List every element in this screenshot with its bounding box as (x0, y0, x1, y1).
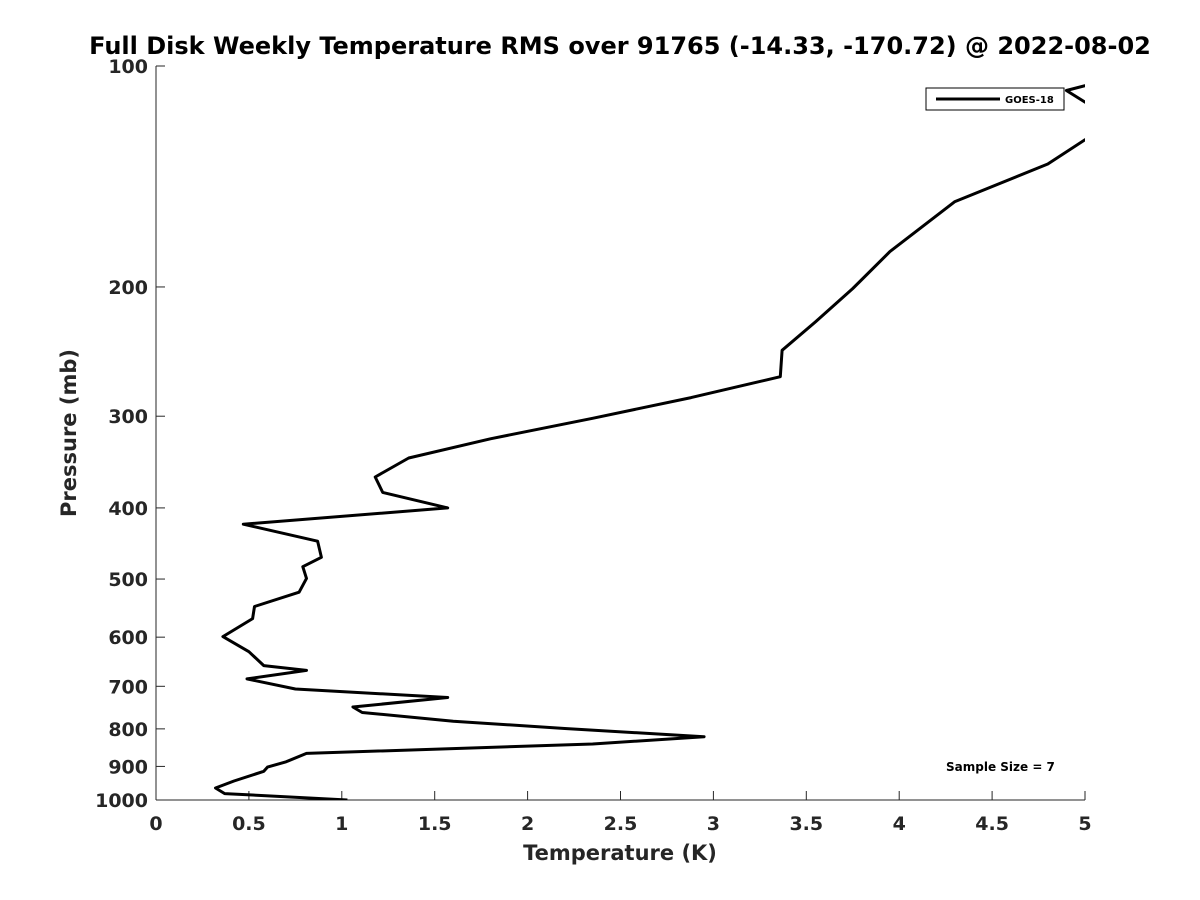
x-tick-label: 2.5 (604, 813, 638, 835)
y-tick-label: 600 (108, 627, 148, 649)
x-axis-label: Temperature (K) (523, 841, 717, 865)
series-line-goes-18 (214, 84, 1085, 800)
sample-size-annotation: Sample Size = 7 (946, 760, 1055, 774)
x-tick-label: 3 (707, 813, 720, 835)
y-tick-label: 200 (108, 277, 148, 299)
legend-label-goes-18: GOES-18 (1005, 95, 1054, 106)
legend: GOES-18 (925, 87, 1065, 111)
y-ticks: 100 200 300 400 500 600 700 800 900 1000 (95, 56, 165, 812)
x-tick-label: 2 (521, 813, 534, 835)
y-tick-label: 100 (108, 56, 148, 78)
y-tick-label: 400 (108, 498, 148, 520)
x-tick-label: 4 (893, 813, 906, 835)
y-tick-label: 900 (108, 756, 148, 778)
x-tick-label: 3.5 (789, 813, 823, 835)
x-tick-label: 0.5 (232, 813, 266, 835)
x-tick-label: 1 (335, 813, 348, 835)
y-tick-label: 800 (108, 719, 148, 741)
x-tick-label: 5 (1078, 813, 1091, 835)
x-tick-label: 0 (149, 813, 162, 835)
y-tick-label: 700 (108, 676, 148, 698)
x-ticks: 0 0.5 1 1.5 2 2.5 3 3.5 4 4.5 5 (149, 791, 1092, 835)
chart-title: Full Disk Weekly Temperature RMS over 91… (89, 32, 1151, 60)
y-axis-label: Pressure (mb) (57, 349, 81, 517)
x-tick-label: 4.5 (975, 813, 1009, 835)
x-tick-label: 1.5 (418, 813, 452, 835)
y-tick-label: 300 (108, 406, 148, 428)
y-tick-label: 500 (108, 569, 148, 591)
y-tick-label: 1000 (95, 790, 148, 812)
